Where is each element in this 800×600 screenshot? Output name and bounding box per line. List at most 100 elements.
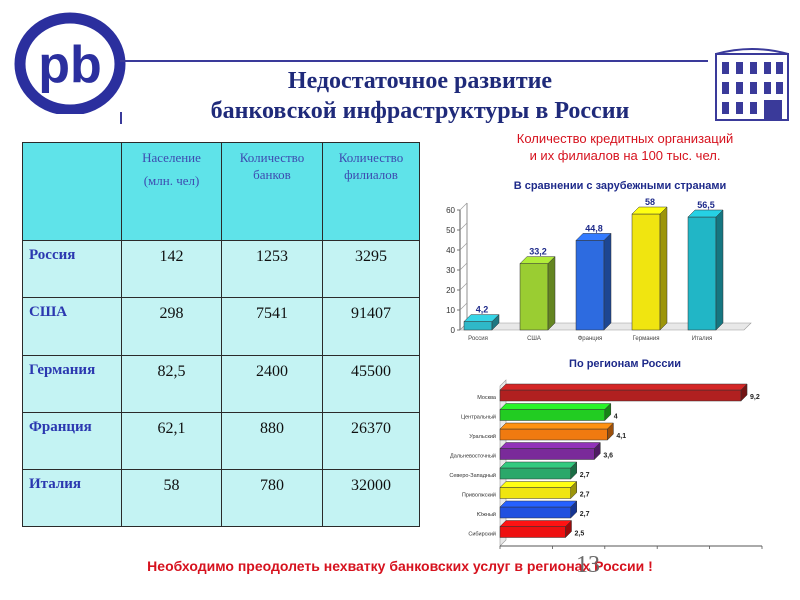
- bar-top: [499, 461, 578, 469]
- bar: [499, 506, 571, 519]
- country-cell: Германия: [22, 355, 122, 413]
- branches-cell: 45500: [322, 355, 420, 413]
- chart1-title: В сравнении с зарубежными странами: [513, 180, 727, 192]
- page-title: Недостаточное развитие банковской инфрас…: [160, 66, 680, 126]
- bar-value-label: 4,1: [616, 433, 626, 440]
- pb-logo: pb: [14, 12, 126, 114]
- bar-value-label: 4: [614, 414, 618, 421]
- bar: [499, 526, 566, 538]
- bar-value-label: 4,2: [476, 305, 489, 315]
- logo-text: pb: [38, 36, 102, 94]
- table-row: Германия 82,5 2400 45500: [22, 355, 420, 413]
- header-line: (млн. чел): [143, 173, 200, 188]
- bar-side: [604, 402, 612, 422]
- category-label: Дальневосточный: [450, 453, 496, 460]
- country-cell: США: [22, 297, 122, 356]
- bar-top: [499, 403, 612, 410]
- y-tick-label: 10: [446, 306, 455, 315]
- y-tick-label: 50: [446, 226, 455, 235]
- header-cell-country: [22, 142, 122, 241]
- bar-value-label: 9,2: [750, 394, 760, 401]
- table-row: Франция 62,1 880 26370: [22, 412, 420, 470]
- country-cell: Франция: [22, 412, 122, 470]
- y-tick-diag: [459, 222, 468, 231]
- regions-chart: 02468109,2Москва4Центральный4,1Уральский…: [449, 379, 763, 549]
- bar-value-label: 2,7: [580, 511, 590, 518]
- bar-side: [715, 209, 724, 331]
- subtitle-line-1: Количество кредитных организаций: [516, 131, 734, 146]
- header-line: Количество: [239, 150, 305, 165]
- bar: [499, 487, 571, 499]
- banks-cell: 780: [221, 469, 323, 527]
- bar-value-label: 3,6: [603, 453, 613, 460]
- branches-cell: 3295: [322, 240, 420, 298]
- category-label: Приволжский: [462, 492, 496, 499]
- bar-top: [575, 233, 612, 241]
- header-line: Количество: [338, 150, 404, 165]
- bar-value-label: 58: [645, 197, 655, 207]
- category-label: Центральный: [461, 414, 496, 421]
- banks-cell: 1253: [221, 240, 323, 298]
- category-label: Италия: [692, 336, 712, 342]
- population-cell: 62,1: [121, 412, 222, 470]
- bar: [631, 213, 661, 331]
- table-row: Италия 58 780 32000: [22, 469, 420, 527]
- y-tick-label: 40: [446, 246, 455, 255]
- header-rule: [120, 60, 708, 62]
- category-label: США: [527, 336, 541, 342]
- category-label: Сибирский: [468, 531, 496, 538]
- bar-value-label: 56,5: [697, 200, 715, 210]
- y-tick-diag: [459, 242, 468, 251]
- bar-top: [519, 256, 556, 264]
- bank-building-icon: [715, 48, 789, 121]
- bar-top: [499, 520, 573, 527]
- bar: [499, 467, 571, 480]
- bar-value-label: 2,5: [575, 531, 585, 538]
- category-label: Северо-Западный: [449, 472, 496, 479]
- bar-side: [607, 422, 614, 441]
- y-tick-diag: [459, 202, 468, 211]
- category-label: Германия: [633, 336, 660, 342]
- bar-side: [570, 500, 577, 519]
- footer-message: Необходимо преодолеть нехватку банковски…: [147, 558, 653, 574]
- bar: [519, 263, 549, 331]
- bar: [499, 428, 608, 441]
- y-tick-diag: [459, 282, 468, 291]
- population-cell: 82,5: [121, 355, 222, 413]
- branches-cell: 91407: [322, 297, 420, 356]
- population-cell: 298: [121, 297, 222, 356]
- category-label: Россия: [468, 336, 488, 342]
- bar-side: [603, 232, 612, 331]
- chart2-title: По регионам России: [569, 358, 681, 370]
- bar-top: [499, 481, 578, 488]
- bar-top: [499, 422, 615, 430]
- y-tick-label: 0: [451, 326, 456, 335]
- category-label: Франция: [578, 336, 603, 342]
- title-line-1: Недостаточное развитие: [287, 68, 553, 94]
- bar: [499, 448, 595, 460]
- title-line-2: банковской инфраструктуры в России: [210, 98, 630, 124]
- bar-side: [547, 255, 556, 331]
- country-cell: Россия: [22, 240, 122, 298]
- bar-value-label: 2,7: [580, 472, 590, 479]
- header-cell-branches: Количество филиалов: [322, 142, 420, 241]
- header-rule-tick: [120, 112, 122, 124]
- category-label: Южный: [477, 511, 496, 518]
- table-header-row: Население (млн. чел) Количество банков К…: [22, 142, 420, 241]
- category-label: Москва: [477, 395, 497, 401]
- bar-side: [565, 519, 572, 539]
- subtitle-line-2: и их филиалов на 100 тыс. чел.: [529, 148, 721, 163]
- bar-top: [631, 206, 668, 215]
- banks-cell: 2400: [221, 355, 323, 413]
- bar-top: [687, 209, 724, 218]
- bar-side: [659, 206, 668, 331]
- y-tick-diag: [459, 262, 468, 271]
- bar: [575, 240, 605, 331]
- banks-cell: 7541: [221, 297, 323, 356]
- y-tick-diag: [459, 302, 468, 311]
- y-tick-label: 20: [446, 286, 455, 295]
- bar-side: [594, 441, 601, 461]
- bar-side: [570, 480, 577, 500]
- bar: [499, 409, 606, 421]
- header-cell-banks: Количество банков: [221, 142, 323, 241]
